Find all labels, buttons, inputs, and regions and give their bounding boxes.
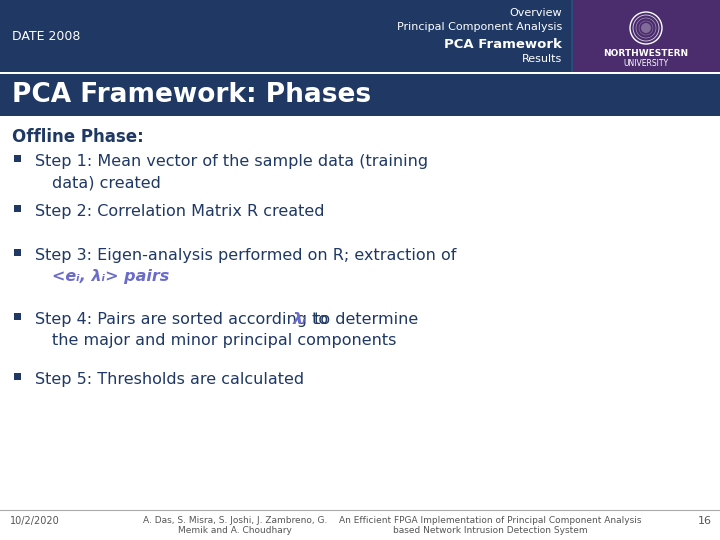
Text: UNIVERSITY: UNIVERSITY bbox=[624, 59, 669, 68]
FancyBboxPatch shape bbox=[0, 0, 720, 72]
Text: Offline Phase:: Offline Phase: bbox=[12, 128, 144, 146]
Text: PCA Framework: PCA Framework bbox=[444, 38, 562, 51]
FancyBboxPatch shape bbox=[0, 74, 720, 116]
Text: PCA Framework: Phases: PCA Framework: Phases bbox=[12, 82, 371, 108]
Circle shape bbox=[641, 23, 651, 33]
Text: Step 2: Correlation Matrix R created: Step 2: Correlation Matrix R created bbox=[35, 204, 325, 219]
Text: An Efficient FPGA Implementation of Principal Component Analysis: An Efficient FPGA Implementation of Prin… bbox=[338, 516, 642, 525]
FancyBboxPatch shape bbox=[14, 373, 21, 380]
Text: DATE 2008: DATE 2008 bbox=[12, 30, 81, 43]
Text: NORTHWESTERN: NORTHWESTERN bbox=[603, 49, 688, 58]
Text: 16: 16 bbox=[698, 516, 712, 526]
FancyBboxPatch shape bbox=[14, 313, 21, 320]
Text: Results: Results bbox=[522, 54, 562, 64]
FancyBboxPatch shape bbox=[14, 205, 21, 212]
Text: Overview: Overview bbox=[509, 8, 562, 18]
FancyBboxPatch shape bbox=[14, 155, 21, 162]
Text: λᵢ: λᵢ bbox=[293, 312, 307, 327]
Text: Principal Component Analysis: Principal Component Analysis bbox=[397, 22, 562, 32]
FancyBboxPatch shape bbox=[572, 0, 720, 72]
Text: based Network Intrusion Detection System: based Network Intrusion Detection System bbox=[392, 526, 588, 535]
Text: to determine: to determine bbox=[309, 312, 418, 327]
Text: the major and minor principal components: the major and minor principal components bbox=[52, 333, 397, 348]
Text: Step 4: Pairs are sorted according to: Step 4: Pairs are sorted according to bbox=[35, 312, 333, 327]
Text: Step 5: Thresholds are calculated: Step 5: Thresholds are calculated bbox=[35, 372, 304, 387]
Text: Step 1: Mean vector of the sample data (training: Step 1: Mean vector of the sample data (… bbox=[35, 154, 428, 169]
Text: 10/2/2020: 10/2/2020 bbox=[10, 516, 60, 526]
Text: <eᵢ, λᵢ> pairs: <eᵢ, λᵢ> pairs bbox=[52, 269, 169, 284]
FancyBboxPatch shape bbox=[571, 0, 573, 72]
Text: A. Das, S. Misra, S. Joshi, J. Zambreno, G.: A. Das, S. Misra, S. Joshi, J. Zambreno,… bbox=[143, 516, 327, 525]
Text: data) created: data) created bbox=[52, 175, 161, 190]
Text: Memik and A. Choudhary: Memik and A. Choudhary bbox=[178, 526, 292, 535]
FancyBboxPatch shape bbox=[14, 249, 21, 256]
Text: Step 3: Eigen-analysis performed on R; extraction of: Step 3: Eigen-analysis performed on R; e… bbox=[35, 248, 456, 263]
